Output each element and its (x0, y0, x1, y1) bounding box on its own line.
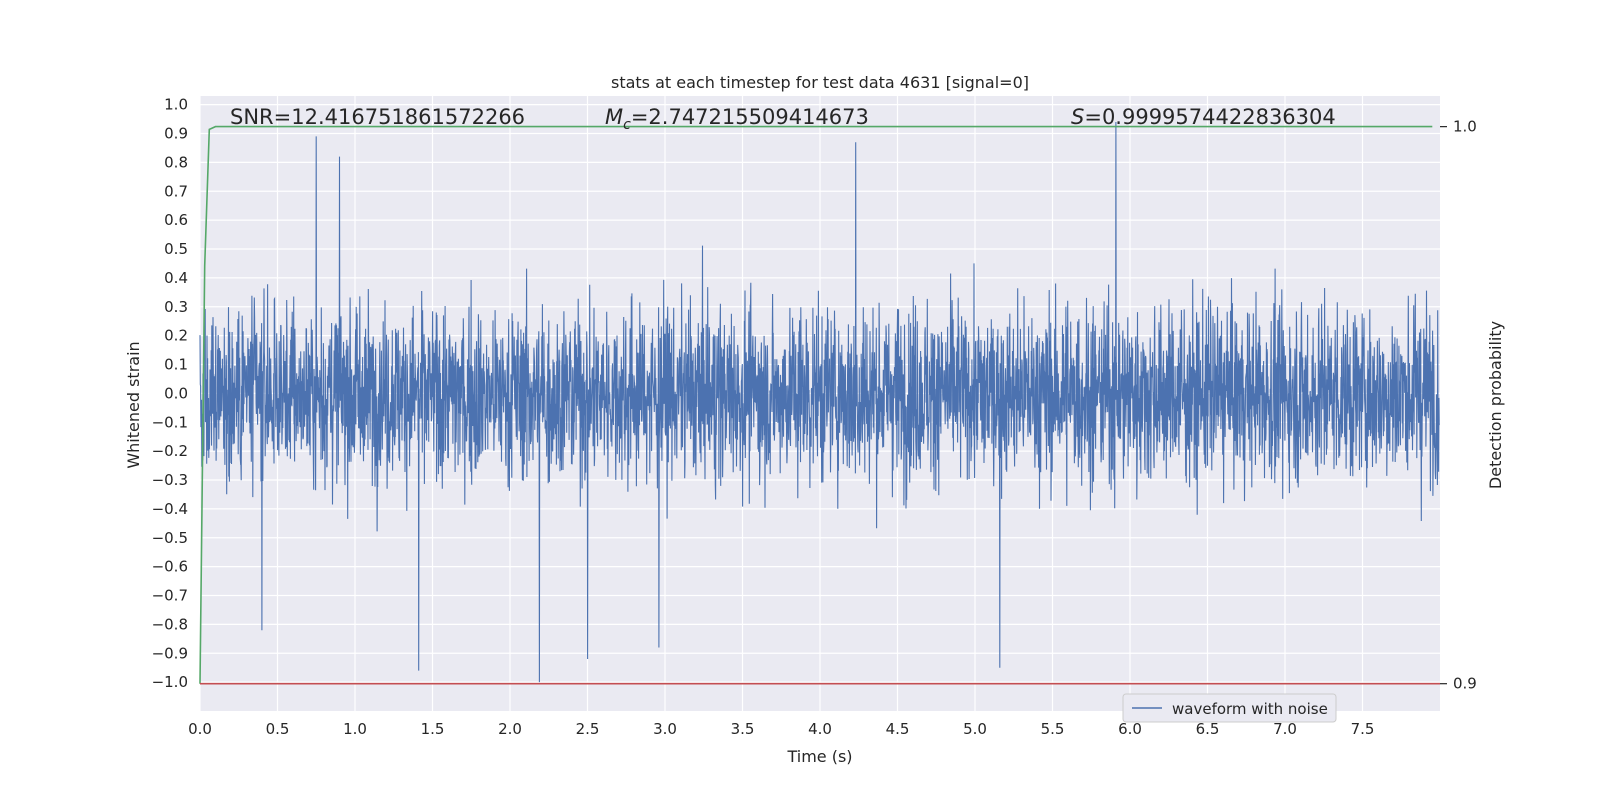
x-tick-label: 6.0 (1118, 720, 1142, 738)
y-tick-label: 0.4 (164, 269, 188, 287)
y-tick-label: −1.0 (152, 673, 188, 691)
x-tick-label: 5.5 (1041, 720, 1065, 738)
y-tick-label: 0.5 (164, 240, 188, 258)
x-tick-label: 5.0 (963, 720, 987, 738)
chart-title: stats at each timestep for test data 463… (611, 73, 1029, 92)
y-tick-label: −0.3 (152, 471, 188, 489)
y-tick-label: 0.1 (164, 356, 188, 374)
y2-tick-label: 0.9 (1453, 675, 1477, 693)
snr-annotation: SNR=12.416751861572266 (230, 105, 525, 129)
legend-box (1122, 693, 1337, 723)
y-tick-label: 0.6 (164, 211, 188, 229)
x-tick-label: 2.5 (576, 720, 600, 738)
x-tick-label: 0.5 (266, 720, 290, 738)
y-tick-label: 0.0 (164, 384, 188, 402)
y-tick-label: −0.1 (152, 413, 188, 431)
x-tick-label: 1.5 (421, 720, 445, 738)
x-tick-label: 7.5 (1351, 720, 1375, 738)
strain-series (199, 121, 1440, 683)
legend-entry-waveform: waveform with noise (1172, 700, 1328, 718)
y-tick-label: −0.2 (152, 442, 188, 460)
x-axis-label: Time (s) (786, 747, 852, 766)
y-tick-label: 0.8 (164, 153, 188, 171)
y-tick-label: 0.9 (164, 125, 188, 143)
y2-tick-label: 1.0 (1453, 118, 1477, 136)
x-tick-label: 4.0 (808, 720, 832, 738)
x-tick-label: 4.5 (886, 720, 910, 738)
y-tick-label: −0.7 (152, 587, 188, 605)
x-tick-label: 3.0 (653, 720, 677, 738)
y-tick-label: −0.9 (152, 644, 188, 662)
y-tick-label: −0.5 (152, 529, 188, 547)
y-tick-label: 0.2 (164, 327, 188, 345)
y-tick-label: 1.0 (164, 96, 188, 114)
y-axis-ticks: 1.0 0.9 0.8 0.7 0.6 0.5 0.4 0.3 0.2 0.1 0.0 −0.1 −0.… (152, 96, 188, 691)
detection-probability-line (199, 125, 1433, 684)
x-tick-label: 1.0 (343, 720, 367, 738)
y-tick-label: −0.4 (152, 500, 188, 518)
chirp-mass-annotation: Mc=2.747215509414673 (605, 105, 869, 133)
x-tick-label: 7.0 (1273, 720, 1297, 738)
x-tick-label: 2.0 (498, 720, 522, 738)
y-tick-label: 0.3 (164, 298, 188, 316)
y2-axis-label: Detection probability (1486, 321, 1505, 489)
score-annotation: S=0.9999574422836304 (1071, 105, 1336, 129)
legend: waveform with noise (1122, 693, 1337, 723)
x-axis-ticks: 0.0 0.5 1.0 1.5 2.0 2.5 3.0 3.5 4.0 4.5 5.0 5.5 6.0 6… (188, 720, 1374, 738)
y-tick-label: −0.8 (152, 615, 188, 633)
y2-axis-ticks: 1.0 0.9 (1440, 118, 1477, 693)
y-tick-label: −0.6 (152, 558, 188, 576)
y-tick-label: 0.7 (164, 182, 188, 200)
waveform-with-noise-line (199, 121, 1440, 683)
y-axis-label: Whitened strain (124, 341, 143, 468)
x-tick-label: 6.5 (1196, 720, 1220, 738)
x-tick-label: 3.5 (731, 720, 755, 738)
x-tick-label: 0.0 (188, 720, 212, 738)
